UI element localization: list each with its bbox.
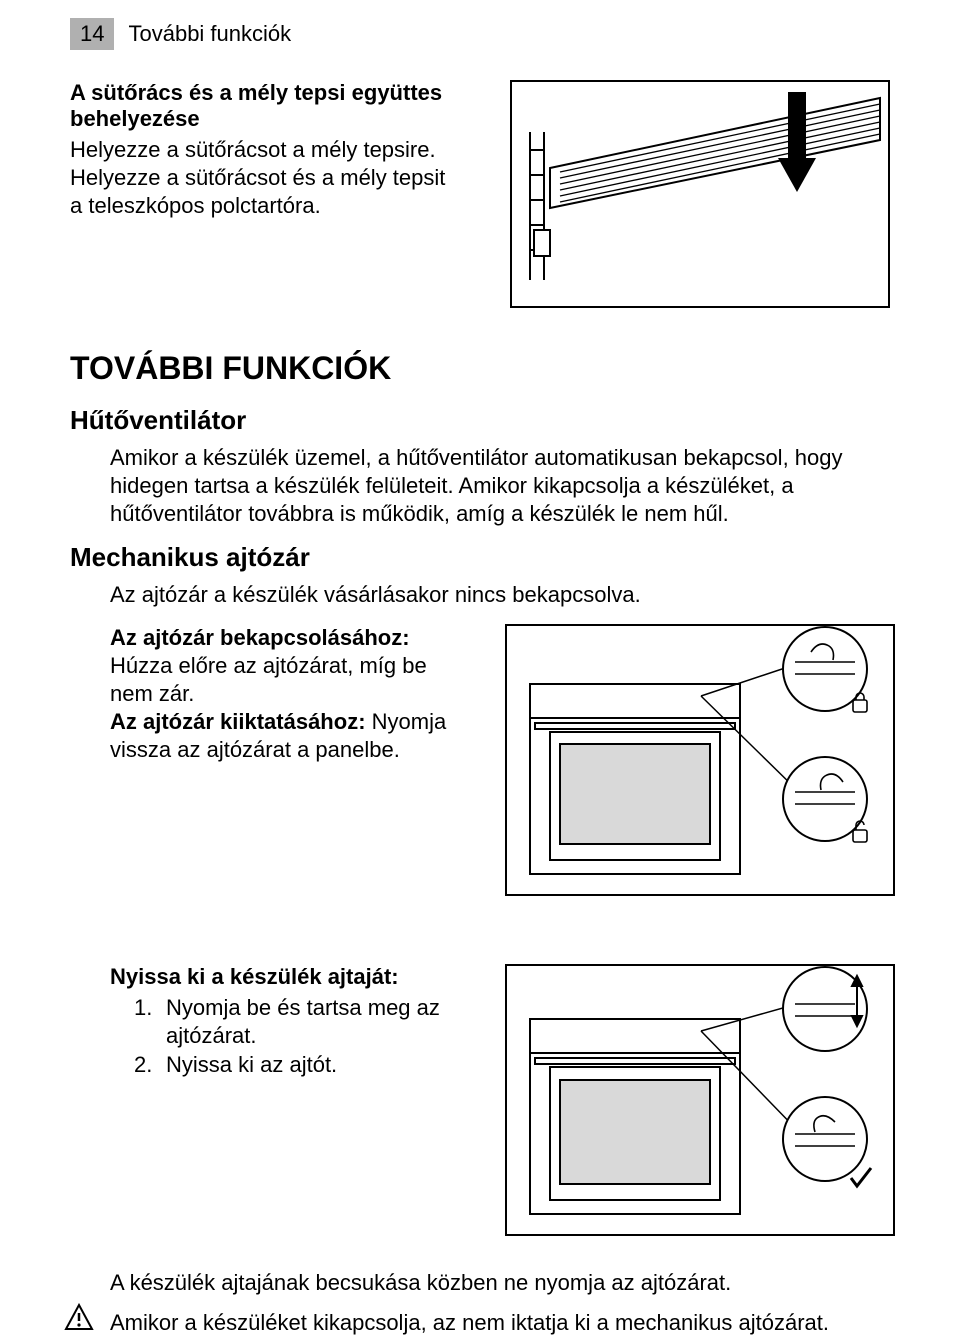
lock-on-text: Húzza előre az ajtózárat, míg be nem zár… — [110, 653, 427, 706]
fan-heading: Hűtőventilátor — [70, 405, 900, 436]
lock-off-line: Az ajtózár kiiktatásához: Nyomja vissza … — [110, 708, 470, 764]
step-2-text: Nyissa ki az ajtót. — [166, 1051, 337, 1080]
intro-text-col: A sütőrács és a mély tepsi együttes behe… — [70, 80, 460, 310]
page-header: 14 További funkciók — [70, 18, 900, 50]
open-figure — [500, 964, 900, 1244]
lock-row: Az ajtózár bekapcsolásához: Húzza előre … — [70, 624, 900, 904]
lock-illustration — [505, 624, 895, 904]
lock-on-line: Az ajtózár bekapcsolásához: Húzza előre … — [110, 624, 470, 708]
running-title: További funkciók — [128, 21, 291, 47]
lock-on-label: Az ajtózár bekapcsolásához: — [110, 625, 410, 650]
intro-row: A sütőrács és a mély tepsi együttes behe… — [70, 80, 900, 310]
lock-off-label: Az ajtózár kiiktatásához: — [110, 709, 366, 734]
open-row: Nyissa ki a készülék ajtaját: 1. Nyomja … — [70, 964, 900, 1244]
step-number-1: 1. — [134, 994, 166, 1051]
open-step-2: 2. Nyissa ki az ajtót. — [134, 1051, 470, 1080]
open-steps-list: 1. Nyomja be és tartsa meg az ajtózárat.… — [134, 994, 470, 1080]
lock-text-col: Az ajtózár bekapcsolásához: Húzza előre … — [110, 624, 470, 765]
document-page: 14 További funkciók A sütőrács és a mély… — [0, 0, 960, 1333]
page-number: 14 — [70, 18, 114, 50]
intro-body: Helyezze a sütőrácsot a mély tepsire. He… — [70, 136, 460, 220]
step-number-2: 2. — [134, 1051, 166, 1080]
open-text-col: Nyissa ki a készülék ajtaját: 1. Nyomja … — [110, 964, 470, 1080]
open-step-1: 1. Nyomja be és tartsa meg az ajtózárat. — [134, 994, 470, 1051]
lock-figure — [500, 624, 900, 904]
step-1-text: Nyomja be és tartsa meg az ajtózárat. — [166, 994, 470, 1051]
warning-icon — [64, 1303, 94, 1333]
lock-heading: Mechanikus ajtózár — [70, 542, 900, 573]
open-door-illustration — [505, 964, 895, 1244]
section-title: TOVÁBBI FUNKCIÓK — [70, 350, 900, 387]
footer-line-1: A készülék ajtajának becsukása közben ne… — [110, 1269, 900, 1297]
lock-intro: Az ajtózár a készülék vásárlásakor nincs… — [110, 581, 900, 609]
intro-heading: A sütőrács és a mély tepsi együttes behe… — [70, 80, 460, 132]
intro-figure — [500, 80, 900, 310]
fan-body: Amikor a készülék üzemel, a hűtőventilát… — [110, 444, 900, 528]
rack-insert-illustration — [510, 80, 890, 310]
open-heading: Nyissa ki a készülék ajtaját: — [110, 964, 470, 990]
footer-notes: A készülék ajtajának becsukása közben ne… — [110, 1269, 900, 1337]
